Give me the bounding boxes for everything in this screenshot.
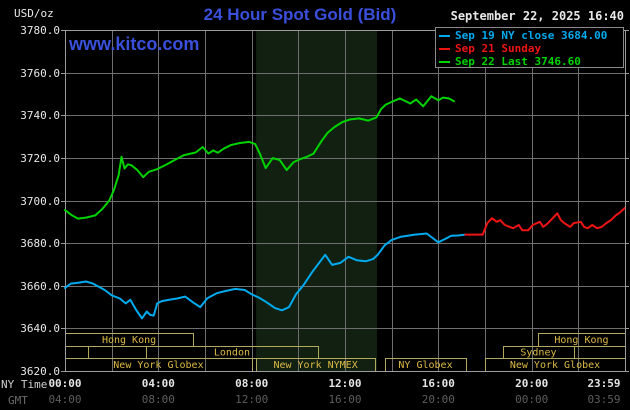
y-tick-label: 3640.0 <box>20 322 60 336</box>
y-tick-label: 3780.0 <box>20 24 60 37</box>
legend-dash-icon <box>439 34 450 37</box>
session-box <box>65 346 89 359</box>
legend-dash-icon <box>439 60 450 63</box>
x-tick-label-gmt: 16:00 <box>328 393 362 406</box>
chart-title: 24 Hour Spot Gold (Bid) <box>203 5 397 24</box>
x-tick-label-gmt: 04:00 <box>48 393 82 406</box>
gmt-axis-caption: GMT <box>8 394 28 407</box>
session-label: NY Globex <box>398 360 452 371</box>
session-label: London <box>214 347 250 358</box>
x-tick-label-ny: 08:00 <box>235 377 269 390</box>
x-tick-label-gmt: 08:00 <box>141 393 175 406</box>
series-line-1 <box>464 207 626 236</box>
legend-item-2: Sep 22 Last 3746.60 <box>436 55 623 68</box>
legend-dash-icon <box>439 47 450 50</box>
nymex-session-band <box>256 30 377 371</box>
x-tick-label-gmt: 12:00 <box>235 393 269 406</box>
x-tick-label-ny: 23:59 <box>587 377 621 390</box>
y-tick-label: 3700.0 <box>20 194 60 208</box>
legend-item-1: Sep 21 Sunday <box>436 42 623 55</box>
x-tick-label-gmt: 00:00 <box>515 393 549 406</box>
x-tick-label-ny: 12:00 <box>328 377 362 390</box>
x-tick-label-ny: 16:00 <box>421 377 455 390</box>
y-tick-label: 3740.0 <box>20 109 60 123</box>
series-line-2 <box>64 95 455 220</box>
legend-item-0: Sep 19 NY close 3684.00 <box>436 29 623 42</box>
kitco-watermark-link[interactable]: www.kitco.com <box>69 34 200 54</box>
legend: Sep 19 NY close 3684.00 Sep 21 Sunday Sep … <box>435 27 624 68</box>
x-tick-label-ny: 20:00 <box>515 377 549 390</box>
y-tick-label: 3620.0 <box>20 365 60 378</box>
y-axis-unit-label: USD/oz <box>14 7 54 20</box>
session-box <box>574 346 626 359</box>
x-tick-label-ny: 04:00 <box>141 377 175 390</box>
legend-label: Sep 22 Last 3746.60 <box>455 55 581 68</box>
session-box <box>88 346 147 359</box>
ny-time-axis-caption: NY Time <box>1 378 48 391</box>
x-tick-label-gmt: 20:00 <box>421 393 455 406</box>
session-label: New York NYMEX <box>273 360 357 371</box>
x-tick-label-ny: 00:00 <box>48 377 82 390</box>
y-tick-label: 3680.0 <box>20 237 60 251</box>
legend-label: Sep 21 Sunday <box>455 42 542 55</box>
y-tick-label: 3660.0 <box>20 279 60 293</box>
session-label: Hong Kong <box>102 335 156 346</box>
session-label: Hong Kong <box>554 335 608 346</box>
x-tick-label-gmt: 03:59 <box>587 393 621 406</box>
session-label: New York Globex <box>113 360 203 371</box>
chart-datetime: September 22, 2025 16:40 <box>450 9 624 23</box>
y-tick-label: 3720.0 <box>20 151 60 165</box>
session-label: New York Globex <box>510 360 600 371</box>
series-line-0 <box>64 232 467 320</box>
y-tick-label: 3760.0 <box>20 66 60 80</box>
legend-label: Sep 19 NY close 3684.00 <box>455 29 608 42</box>
session-label: Sydney <box>520 347 556 358</box>
